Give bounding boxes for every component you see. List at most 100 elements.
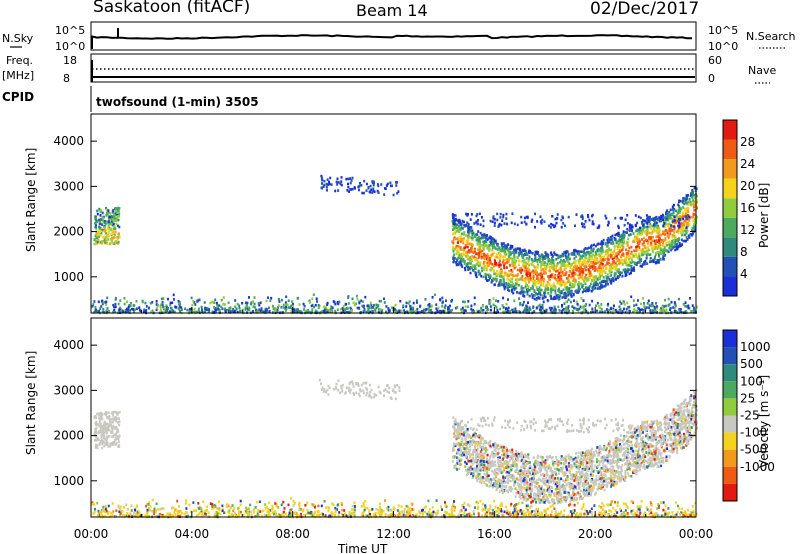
data-cell bbox=[623, 239, 625, 242]
data-cell bbox=[327, 393, 330, 396]
data-cell bbox=[105, 206, 107, 210]
data-cell bbox=[685, 201, 688, 205]
data-cell bbox=[655, 229, 658, 232]
data-cell bbox=[96, 423, 99, 426]
data-cell bbox=[541, 218, 544, 222]
data-cell bbox=[508, 289, 511, 292]
data-cell bbox=[693, 193, 696, 197]
data-cell bbox=[561, 272, 564, 276]
data-cell bbox=[483, 268, 485, 271]
data-cell bbox=[508, 253, 511, 256]
data-cell bbox=[112, 435, 115, 438]
data-cell bbox=[101, 446, 104, 450]
data-cell bbox=[280, 298, 283, 302]
data-cell bbox=[481, 249, 484, 253]
data-cell bbox=[527, 278, 530, 281]
data-cell bbox=[395, 309, 397, 312]
data-cell bbox=[636, 233, 639, 236]
data-cell bbox=[495, 279, 498, 283]
data-cell bbox=[580, 275, 582, 279]
data-cell bbox=[108, 417, 111, 420]
data-cell bbox=[624, 311, 627, 314]
data-cell bbox=[467, 235, 470, 239]
data-cell bbox=[363, 179, 366, 183]
data-cell bbox=[250, 302, 252, 306]
data-cell bbox=[296, 310, 299, 314]
data-cell bbox=[193, 307, 196, 311]
data-cell bbox=[683, 239, 686, 243]
data-cell bbox=[563, 268, 566, 272]
data-cell bbox=[592, 247, 595, 251]
freq-tick-top: 18 bbox=[63, 54, 77, 67]
data-cell bbox=[169, 301, 172, 305]
data-cell bbox=[500, 248, 503, 252]
data-cell bbox=[298, 310, 301, 313]
data-cell bbox=[581, 215, 584, 219]
data-cell bbox=[617, 252, 620, 256]
data-cell bbox=[619, 308, 622, 311]
data-cell bbox=[535, 485, 538, 489]
data-cell bbox=[676, 220, 679, 223]
data-cell bbox=[488, 257, 491, 260]
data-cell bbox=[665, 310, 668, 314]
data-cell bbox=[526, 290, 529, 294]
data-cell bbox=[617, 251, 620, 254]
data-cell bbox=[93, 238, 96, 242]
data-cell bbox=[460, 238, 463, 241]
data-cell bbox=[527, 266, 530, 269]
data-cell bbox=[480, 216, 483, 219]
data-cell bbox=[671, 242, 674, 245]
data-cell bbox=[621, 240, 624, 244]
data-cell bbox=[576, 302, 579, 306]
data-cell bbox=[626, 301, 629, 305]
data-cell bbox=[552, 263, 555, 266]
data-cell bbox=[463, 231, 465, 235]
data-cell bbox=[220, 298, 223, 302]
data-cell bbox=[323, 388, 326, 391]
data-cell bbox=[604, 264, 607, 268]
data-cell bbox=[128, 310, 131, 314]
data-cell bbox=[111, 239, 114, 243]
data-cell bbox=[463, 266, 466, 270]
data-cell bbox=[482, 243, 485, 246]
data-cell bbox=[605, 280, 607, 283]
data-cell bbox=[550, 260, 553, 263]
data-cell bbox=[514, 495, 517, 498]
data-cell bbox=[681, 224, 684, 228]
data-cell bbox=[655, 251, 658, 255]
data-cell bbox=[583, 310, 586, 313]
data-cell bbox=[392, 388, 395, 391]
data-cell bbox=[531, 490, 534, 493]
data-cell bbox=[613, 256, 616, 259]
data-cell bbox=[574, 263, 577, 267]
data-cell bbox=[542, 284, 545, 287]
data-cell bbox=[114, 230, 117, 234]
data-cell bbox=[639, 231, 642, 234]
data-cell bbox=[552, 288, 555, 292]
data-cell bbox=[527, 301, 529, 304]
data-cell bbox=[628, 305, 631, 309]
data-cell bbox=[118, 410, 121, 414]
data-cell bbox=[462, 309, 465, 313]
data-cell bbox=[655, 223, 657, 227]
data-cell bbox=[577, 309, 580, 313]
data-cell bbox=[635, 236, 638, 240]
data-cell bbox=[512, 256, 515, 260]
data-cell bbox=[470, 461, 473, 464]
data-cell bbox=[603, 269, 606, 272]
data-cell bbox=[522, 256, 525, 260]
data-cell bbox=[667, 297, 670, 301]
data-cell bbox=[558, 309, 561, 312]
data-cell bbox=[325, 182, 328, 186]
data-cell bbox=[537, 304, 540, 308]
data-cell bbox=[694, 221, 697, 224]
data-cell bbox=[637, 228, 640, 232]
data-cell bbox=[611, 234, 614, 238]
data-cell bbox=[355, 391, 358, 395]
data-cell bbox=[630, 250, 633, 254]
data-cell bbox=[688, 222, 691, 226]
data-cell bbox=[117, 430, 120, 434]
data-cell bbox=[330, 305, 333, 308]
data-cell bbox=[659, 243, 661, 246]
data-cell bbox=[672, 425, 675, 428]
